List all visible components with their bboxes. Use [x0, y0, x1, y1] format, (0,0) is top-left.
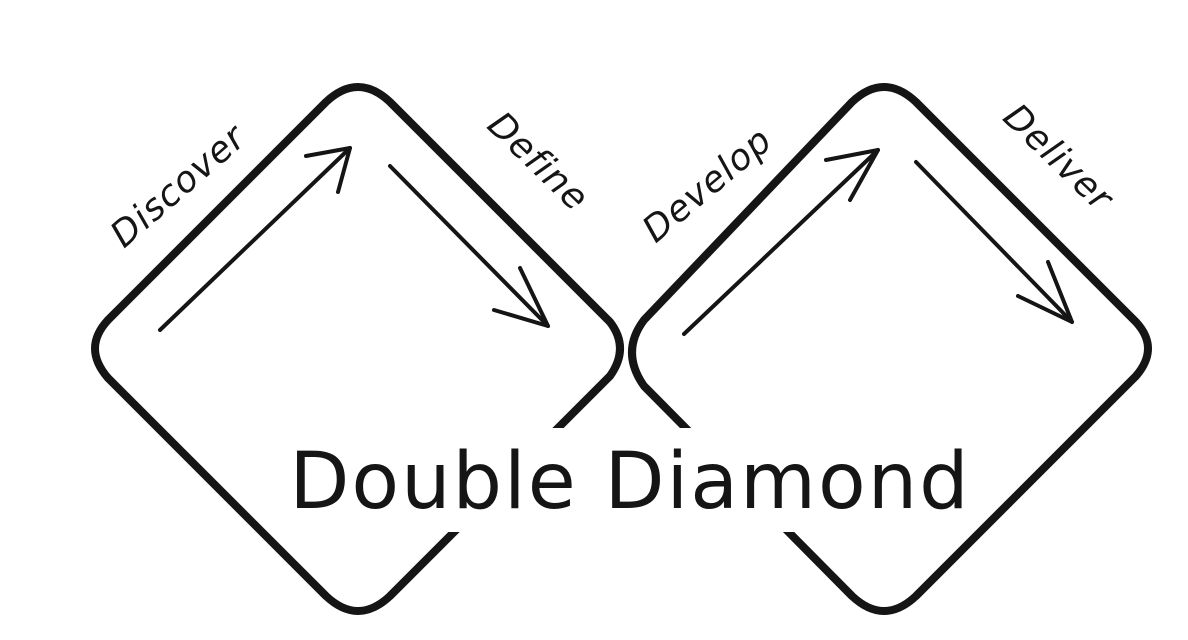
- develop-arrow: [682, 148, 880, 336]
- phase-label-define: Define: [479, 104, 596, 219]
- right-diamond-outline: [628, 83, 1152, 615]
- define-arrow: [388, 164, 550, 328]
- title-backdrop: [270, 428, 970, 532]
- phase-label-discover: Discover: [103, 116, 255, 256]
- discover-arrow: [158, 146, 352, 332]
- left-diamond: [91, 83, 624, 615]
- diagram-title: Double Diamond: [289, 437, 970, 527]
- phase-label-develop: Develop: [635, 120, 780, 251]
- left-diamond-outline: [91, 83, 624, 615]
- right-diamond: [628, 83, 1152, 615]
- deliver-arrow: [914, 160, 1074, 324]
